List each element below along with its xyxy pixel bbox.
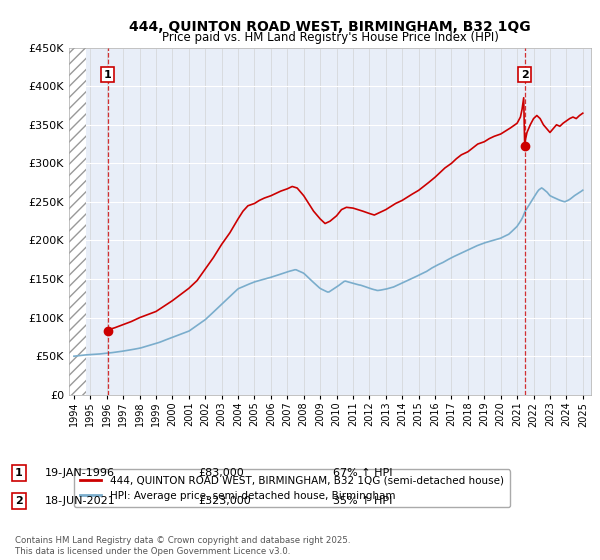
Text: 444, QUINTON ROAD WEST, BIRMINGHAM, B32 1QG: 444, QUINTON ROAD WEST, BIRMINGHAM, B32 … — [129, 20, 531, 34]
Text: 1: 1 — [15, 468, 23, 478]
Text: 35% ↑ HPI: 35% ↑ HPI — [333, 496, 392, 506]
Text: Price paid vs. HM Land Registry's House Price Index (HPI): Price paid vs. HM Land Registry's House … — [161, 31, 499, 44]
Text: Contains HM Land Registry data © Crown copyright and database right 2025.
This d: Contains HM Land Registry data © Crown c… — [15, 536, 350, 556]
Legend: 444, QUINTON ROAD WEST, BIRMINGHAM, B32 1QG (semi-detached house), HPI: Average : 444, QUINTON ROAD WEST, BIRMINGHAM, B32 … — [74, 469, 510, 507]
Text: 2: 2 — [521, 69, 529, 80]
Text: 18-JUN-2021: 18-JUN-2021 — [45, 496, 116, 506]
Text: 19-JAN-1996: 19-JAN-1996 — [45, 468, 115, 478]
Text: 67% ↑ HPI: 67% ↑ HPI — [333, 468, 392, 478]
Bar — [69, 48, 86, 395]
Text: 2: 2 — [15, 496, 23, 506]
Text: £83,000: £83,000 — [198, 468, 244, 478]
Text: 1: 1 — [104, 69, 112, 80]
Text: £323,000: £323,000 — [198, 496, 251, 506]
